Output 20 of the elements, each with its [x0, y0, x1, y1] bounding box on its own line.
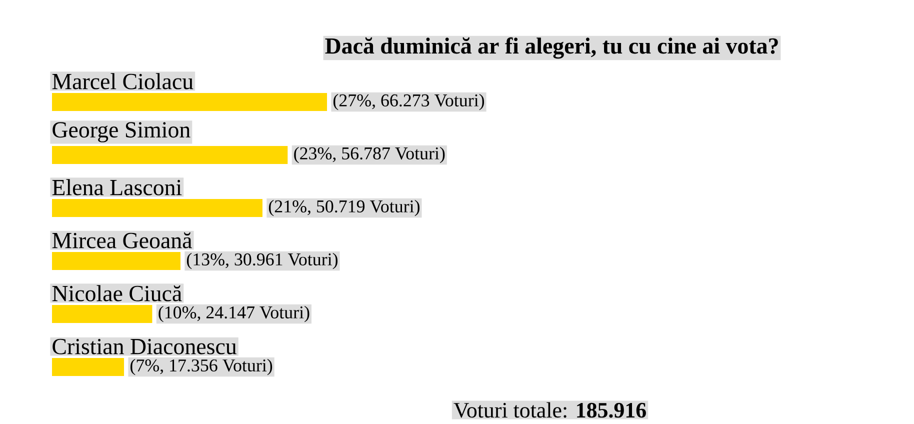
bar — [52, 252, 180, 270]
text: Voturi totale: 185.916 — [454, 402, 646, 418]
bar — [52, 358, 124, 376]
y-tick-label: Nicolae Ciucă — [52, 285, 182, 302]
y-tick-label: Cristian Diaconescu — [52, 338, 236, 354]
bar — [52, 305, 152, 323]
text: Dacă duminică ar fi alegeri, tu cu cine ai vota? — [325, 37, 778, 59]
data-label: (7%, 17.356 Voturi) — [130, 358, 272, 376]
data-label: (23%, 56.787 Voturi) — [294, 146, 445, 164]
data-label: (27%, 66.273 Voturi) — [333, 94, 484, 110]
y-tick-label: Marcel Ciolacu — [52, 73, 194, 90]
y-tick-label: Elena Lasconi — [52, 179, 182, 196]
y-tick-label: George Simion — [52, 122, 190, 142]
data-label: (10%, 24.147 Voturi) — [158, 306, 310, 322]
bar — [52, 146, 288, 164]
y-tick-label: Mircea Geoană — [52, 232, 192, 248]
data-label: (21%, 50.719 Voturi) — [268, 200, 420, 216]
bar — [52, 199, 262, 217]
data-label: (13%, 30.961 Voturi) — [186, 252, 338, 270]
bar — [52, 93, 328, 111]
